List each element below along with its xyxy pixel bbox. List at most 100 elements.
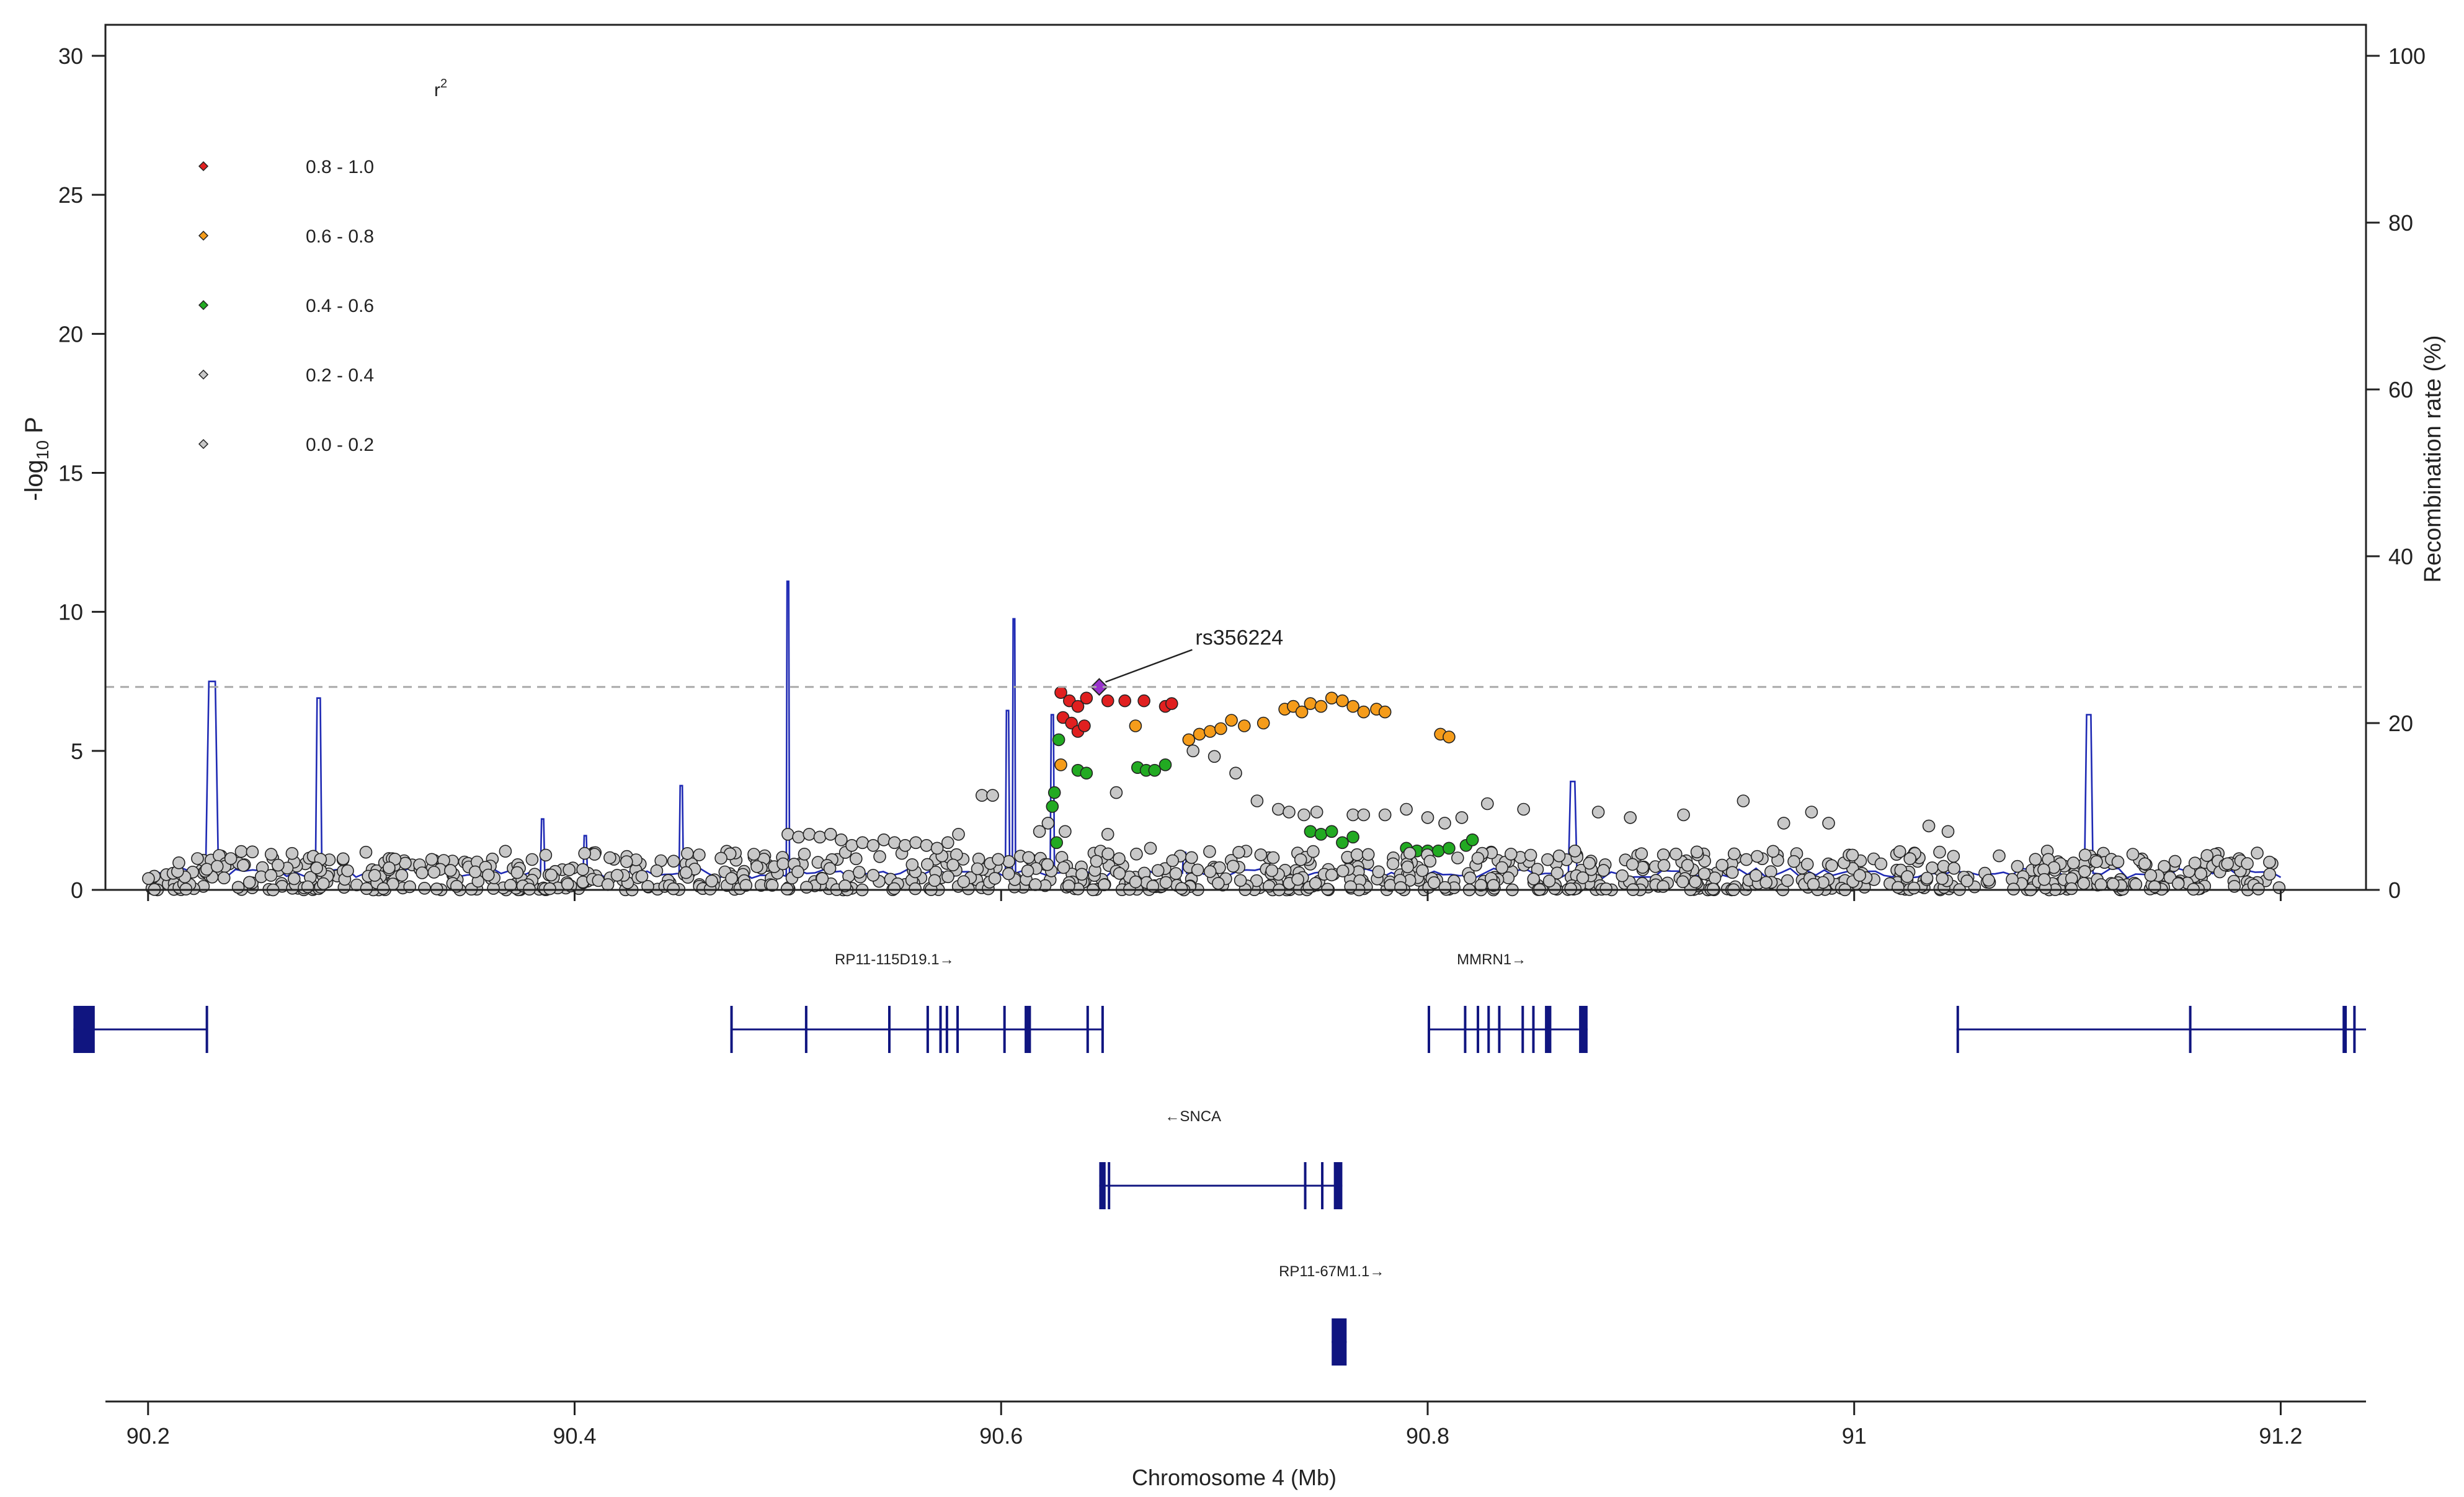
snp-point xyxy=(236,859,250,872)
snp-point xyxy=(1901,870,1914,883)
snp-point xyxy=(1357,808,1371,822)
snp-point xyxy=(1346,830,1359,844)
snp-point xyxy=(1960,874,1973,887)
snp-point xyxy=(813,830,827,844)
y-right-tick-label: 60 xyxy=(2388,377,2413,402)
y-left-tick-label: 15 xyxy=(58,461,83,486)
snp-point xyxy=(1059,825,1072,838)
snp-point xyxy=(1401,860,1414,874)
snp-point xyxy=(1250,794,1264,807)
snp-point xyxy=(1041,858,1054,871)
snp-point xyxy=(1416,864,1429,877)
snp-point xyxy=(1022,851,1035,864)
snp-point xyxy=(976,789,989,802)
snp-point xyxy=(667,855,680,868)
snp-point xyxy=(1750,869,1763,882)
snp-point xyxy=(1232,846,1245,859)
snp-point xyxy=(714,851,727,865)
gene-exon xyxy=(2189,1006,2192,1053)
y-left-tick-label: 0 xyxy=(71,877,83,903)
snp-point xyxy=(1576,871,1590,884)
gene-exon xyxy=(2342,1006,2347,1053)
snp-point xyxy=(1144,842,1157,855)
snp-point xyxy=(578,846,592,860)
snp-point xyxy=(1283,806,1296,819)
snp-point xyxy=(1265,864,1279,877)
snp-point xyxy=(2090,855,2103,868)
snp-point xyxy=(2065,882,2078,895)
snp-point xyxy=(986,789,999,802)
snp-point xyxy=(1256,716,1270,730)
snp-point xyxy=(1052,733,1065,747)
legend: r2 0.8 - 1.0 0.6 - 0.8 0.4 - 0.6 0.2 - 0.4 0.… xyxy=(198,77,447,455)
gene-unnamed xyxy=(73,1006,208,1053)
snp-point xyxy=(1781,874,1794,887)
snp-point xyxy=(271,858,285,872)
snp-point xyxy=(1165,697,1178,710)
snp-point xyxy=(1336,864,1350,877)
snp-point xyxy=(1853,869,1866,882)
snp-point xyxy=(816,872,829,885)
snp-point xyxy=(603,851,616,864)
snp-point xyxy=(705,874,718,887)
plot-frame xyxy=(104,24,2367,891)
legend-label: 0.8 - 1.0 xyxy=(306,157,374,177)
snp-point xyxy=(1937,860,1950,873)
series-0-6-0-8 xyxy=(1054,691,1456,771)
y-left-tick-label: 25 xyxy=(58,182,83,208)
snp-point xyxy=(1591,806,1605,819)
snp-point xyxy=(1400,802,1413,816)
legend-label: 0.0 - 0.2 xyxy=(306,435,374,455)
snp-point xyxy=(1764,865,1777,878)
snp-point xyxy=(1466,833,1479,846)
gene-exon xyxy=(1108,1162,1111,1209)
snp-point xyxy=(1737,794,1750,807)
snp-point xyxy=(1907,881,1921,895)
snp-point xyxy=(2241,857,2254,870)
snp-point xyxy=(1443,842,1456,855)
snp-point xyxy=(1234,874,1247,887)
snp-point xyxy=(1993,849,2006,863)
snp-point xyxy=(481,868,495,882)
snp-point xyxy=(224,852,238,865)
snp-point xyxy=(1933,845,1946,859)
snp-point xyxy=(545,868,558,882)
snp-point xyxy=(1657,859,1671,872)
snp-point xyxy=(1825,859,1838,873)
snp-point xyxy=(792,830,805,844)
legend-label: 0.2 - 0.4 xyxy=(306,365,374,386)
snp-point xyxy=(1101,847,1114,861)
snp-point xyxy=(1431,844,1445,858)
y-left-axis-title: -log10 P xyxy=(20,417,52,501)
gene-exon xyxy=(1545,1006,1552,1053)
snp-point xyxy=(468,865,482,879)
snp-point xyxy=(1541,853,1554,866)
snp-point xyxy=(246,845,259,858)
snp-point xyxy=(383,861,396,874)
series-0-4-0-6 xyxy=(1046,733,1479,858)
snp-point xyxy=(1159,876,1173,889)
snp-point xyxy=(1229,766,1242,780)
snp-point xyxy=(1681,859,1694,872)
x-tick-label: 90.2 xyxy=(127,1423,170,1449)
lead-snp-marker xyxy=(1090,678,1108,696)
snp-point xyxy=(941,870,954,884)
snp-point xyxy=(856,836,869,850)
snp-point xyxy=(853,866,866,879)
snp-point xyxy=(1098,878,1111,892)
snp-point xyxy=(2067,856,2080,869)
snp-point xyxy=(1403,846,1417,860)
snp-point xyxy=(2094,878,2107,891)
snp-point xyxy=(765,879,779,892)
snp-point xyxy=(887,882,901,895)
snp-point xyxy=(172,856,185,869)
snp-point xyxy=(418,882,431,895)
snp-point xyxy=(217,871,231,884)
snp-point xyxy=(747,848,760,861)
snp-point xyxy=(1029,878,1042,891)
snp-point xyxy=(1505,848,1518,861)
snp-point xyxy=(909,836,922,850)
snp-point xyxy=(416,866,429,879)
legend-label: 0.6 - 0.8 xyxy=(306,226,374,247)
snp-point xyxy=(681,847,694,860)
